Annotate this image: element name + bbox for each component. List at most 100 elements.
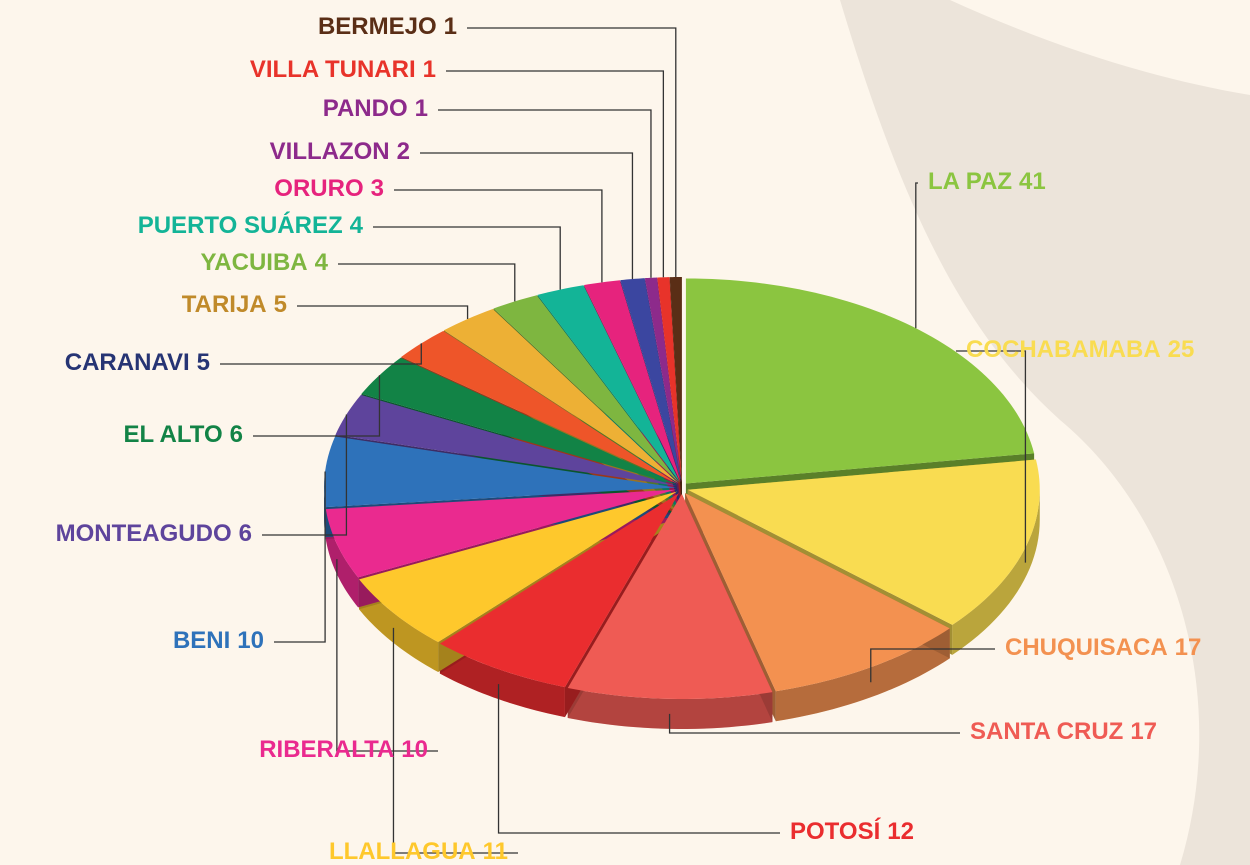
slice-value: 6 xyxy=(230,421,243,448)
slice-side xyxy=(325,509,359,608)
slice-label: PANDO 1 xyxy=(323,95,428,122)
slice xyxy=(685,493,950,692)
slice-value: 1 xyxy=(444,13,457,40)
slice xyxy=(657,277,682,483)
slice xyxy=(439,493,679,688)
slice-side-shade xyxy=(567,687,773,729)
slice-label: VILLAZON 2 xyxy=(270,138,410,165)
leader-line xyxy=(338,263,516,302)
leader-line xyxy=(253,375,381,437)
slice xyxy=(537,285,680,483)
leader-line xyxy=(446,70,665,278)
slice-side xyxy=(439,643,565,718)
leader-line xyxy=(297,305,469,320)
slice-label: SANTA CRUZ 17 xyxy=(970,718,1157,745)
slice-side xyxy=(775,628,950,722)
slice xyxy=(335,394,677,486)
leader-line xyxy=(420,152,634,280)
slice-name: CARANAVI xyxy=(65,349,190,376)
slice-name: CHUQUISACA xyxy=(1005,634,1168,661)
leader-line xyxy=(497,684,780,834)
background-shape xyxy=(840,0,1250,865)
slice-value: 17 xyxy=(1130,718,1157,745)
leader-line xyxy=(870,648,995,683)
slice-value: 10 xyxy=(401,736,428,763)
slice-side xyxy=(952,489,1040,655)
slice-label: POTOSÍ 12 xyxy=(790,817,914,845)
slice-value: 6 xyxy=(239,520,252,547)
slice xyxy=(401,330,678,484)
slice xyxy=(443,309,679,484)
slice-label: BERMEJO 1 xyxy=(318,13,457,40)
slice xyxy=(325,489,677,578)
slice-name: YACUIBA xyxy=(201,249,308,276)
slice-name: PANDO xyxy=(323,95,408,122)
slice-name: RIBERALTA xyxy=(259,736,394,763)
slice-value: 1 xyxy=(415,95,428,122)
slice-value: 4 xyxy=(315,249,329,276)
slice-name: TARIJA xyxy=(182,291,267,318)
background-cut xyxy=(950,0,1250,95)
slice-value: 5 xyxy=(274,291,287,318)
slice-side-shade xyxy=(325,509,359,608)
slice-name: VILLAZON xyxy=(270,138,390,165)
slice-name: PUERTO SUÁREZ xyxy=(138,211,343,239)
slice xyxy=(644,277,682,483)
leader-line xyxy=(220,343,422,365)
slice-label: RIBERALTA 10 xyxy=(259,736,428,763)
slice-name: EL ALTO xyxy=(124,421,223,448)
slice xyxy=(361,357,677,485)
leader-line xyxy=(915,182,918,329)
leader-line xyxy=(373,226,561,290)
pie-tops xyxy=(324,277,1040,699)
slice-label: VILLA TUNARI 1 xyxy=(250,56,436,83)
slice-name: POTOSÍ xyxy=(790,817,882,845)
slice-name: LA PAZ xyxy=(928,168,1012,195)
slice-label: BENI 10 xyxy=(173,627,264,654)
slice-value: 41 xyxy=(1019,168,1046,195)
slice xyxy=(493,295,680,483)
slice-name: BERMEJO xyxy=(318,13,437,40)
slice-value: 3 xyxy=(371,175,384,202)
slice-value: 1 xyxy=(423,56,436,83)
slice-name: SANTA CRUZ xyxy=(970,718,1123,745)
slice-value: 4 xyxy=(350,212,364,239)
slice-label: CARANAVI 5 xyxy=(65,349,210,376)
slice-name: COCHABAMABA xyxy=(966,336,1161,363)
slice xyxy=(669,277,682,483)
slice-value: 11 xyxy=(483,838,508,865)
slice-label: MONTEAGUDO 6 xyxy=(56,520,252,547)
slice-value: 5 xyxy=(197,349,210,376)
slice-label: EL ALTO 6 xyxy=(124,421,243,448)
slice-name: LLALLAGUA xyxy=(329,838,476,865)
slice-value: 10 xyxy=(237,627,264,654)
slice-label: LLALLAGUA 11 xyxy=(329,838,508,865)
leader-line xyxy=(336,559,438,752)
leader-line xyxy=(668,713,960,734)
slice xyxy=(584,280,681,483)
slice xyxy=(359,491,678,643)
slice-label: ORURO 3 xyxy=(274,175,384,202)
slice xyxy=(685,278,1035,484)
slice-value: 12 xyxy=(887,818,914,845)
slice-name: MONTEAGUDO xyxy=(56,520,232,547)
slice xyxy=(567,493,773,699)
slice-value: 25 xyxy=(1168,336,1195,363)
slice-value: 17 xyxy=(1175,634,1202,661)
leader-line xyxy=(262,414,348,536)
leader-line xyxy=(467,27,677,278)
slice-side-shade xyxy=(439,643,565,718)
slice-label: YACUIBA 4 xyxy=(201,249,329,276)
leader-line xyxy=(392,627,518,854)
leader-line xyxy=(438,109,652,278)
slice-name: VILLA TUNARI xyxy=(250,56,416,83)
slice-name: ORURO xyxy=(274,175,363,202)
slice xyxy=(620,278,682,483)
slice-label: PUERTO SUÁREZ 4 xyxy=(138,211,364,239)
slice-side-shade xyxy=(775,628,950,722)
slice-label: TARIJA 5 xyxy=(182,291,287,318)
slice xyxy=(687,459,1040,625)
slice-name: BENI xyxy=(173,627,230,654)
